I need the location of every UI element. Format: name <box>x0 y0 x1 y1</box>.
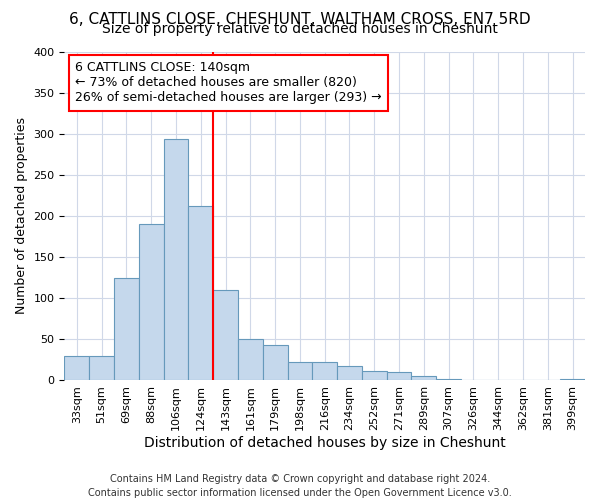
Bar <box>89 356 114 380</box>
Bar <box>313 362 337 380</box>
Text: 6 CATTLINS CLOSE: 140sqm
← 73% of detached houses are smaller (820)
26% of semi-: 6 CATTLINS CLOSE: 140sqm ← 73% of detach… <box>75 62 382 104</box>
Bar <box>64 356 89 380</box>
Text: Size of property relative to detached houses in Cheshunt: Size of property relative to detached ho… <box>102 22 498 36</box>
Bar <box>114 278 139 380</box>
Bar <box>362 370 386 380</box>
X-axis label: Distribution of detached houses by size in Cheshunt: Distribution of detached houses by size … <box>144 436 506 450</box>
Bar <box>412 376 436 380</box>
Bar <box>213 290 238 380</box>
Bar <box>337 366 362 380</box>
Y-axis label: Number of detached properties: Number of detached properties <box>15 118 28 314</box>
Text: 6, CATTLINS CLOSE, CHESHUNT, WALTHAM CROSS, EN7 5RD: 6, CATTLINS CLOSE, CHESHUNT, WALTHAM CRO… <box>69 12 531 28</box>
Bar <box>263 345 287 380</box>
Bar <box>164 140 188 380</box>
Bar <box>188 206 213 380</box>
Bar <box>386 372 412 380</box>
Bar <box>139 224 164 380</box>
Bar <box>238 340 263 380</box>
Bar <box>436 379 461 380</box>
Text: Contains HM Land Registry data © Crown copyright and database right 2024.
Contai: Contains HM Land Registry data © Crown c… <box>88 474 512 498</box>
Bar <box>287 362 313 380</box>
Bar <box>560 379 585 380</box>
